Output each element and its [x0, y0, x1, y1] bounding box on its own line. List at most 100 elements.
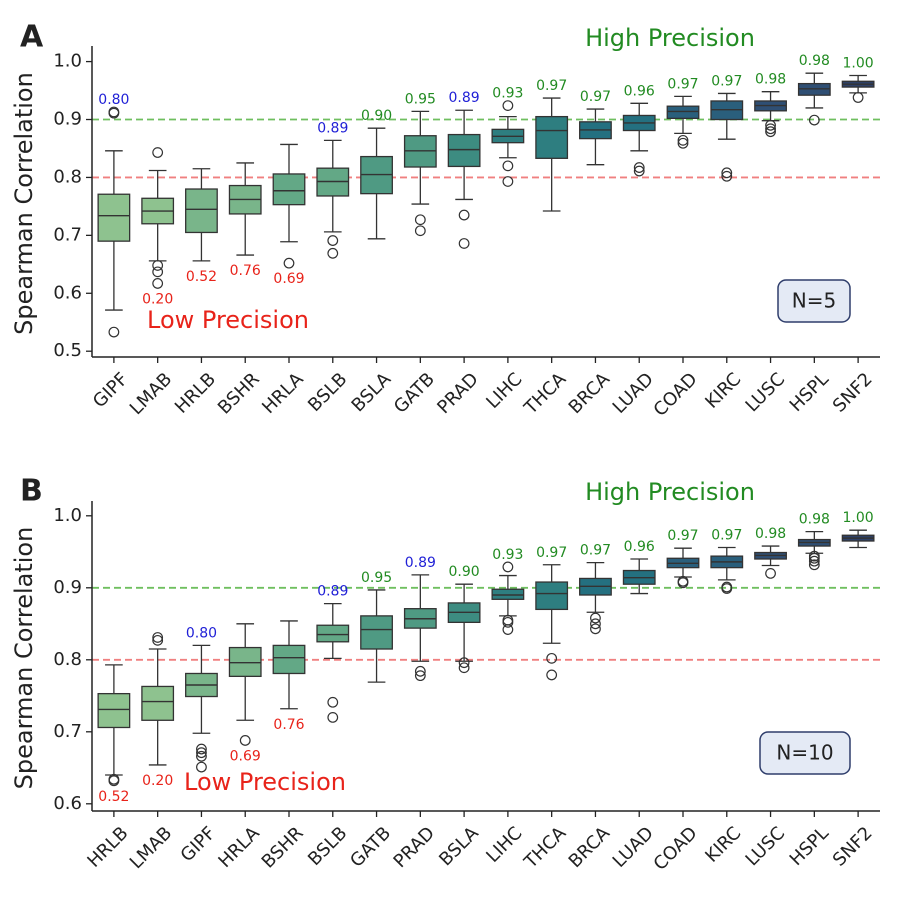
box-iqr: [447, 133, 481, 168]
x-tick-label: BSLA: [435, 822, 483, 870]
outlier-point: [152, 260, 164, 271]
outlier-point: [765, 568, 776, 579]
outlier-point: [414, 225, 426, 237]
outlier-point: [721, 581, 733, 593]
x-tick-label: HRLB: [83, 823, 132, 872]
box-iqr: [666, 105, 700, 120]
x-tick-label: LIHC: [482, 823, 526, 867]
outlier-point: [502, 614, 514, 626]
outlier-point: [196, 747, 207, 759]
x-tick-label: HRLB: [171, 369, 220, 418]
y-tick-label: 0.6: [53, 282, 82, 303]
outlier-point: [108, 773, 120, 785]
outlier-point: [458, 238, 470, 249]
box-thca: [535, 97, 569, 212]
box-bsla: [360, 127, 393, 240]
value-label: 0.20: [142, 773, 173, 789]
box-lihc: [491, 100, 525, 187]
outlier-point: [721, 170, 733, 182]
box-iqr: [360, 615, 393, 650]
outlier-point: [546, 669, 558, 681]
outlier-point: [808, 559, 820, 571]
x-tick-label: HRLA: [258, 368, 308, 418]
value-label: 1.00: [843, 55, 874, 71]
box-bsla: [447, 583, 481, 674]
box-iqr: [228, 646, 262, 678]
x-tick-label: SNF2: [829, 823, 877, 871]
value-label: 1.00: [843, 510, 874, 526]
value-label: 0.97: [667, 76, 698, 92]
outlier-point: [239, 735, 251, 746]
box-coad: [666, 95, 700, 149]
value-label: 0.93: [492, 547, 523, 563]
box-iqr: [272, 173, 306, 206]
outlier-point: [765, 123, 776, 135]
outlier-point: [327, 712, 339, 723]
outlier-point: [458, 657, 470, 669]
box-snf2: [841, 74, 875, 103]
box-hspl: [797, 72, 831, 126]
value-label: 0.52: [186, 269, 217, 285]
value-label: 0.69: [273, 271, 304, 287]
x-tick-label: LMAB: [126, 823, 176, 873]
outlier-point: [808, 114, 820, 126]
outlier-point: [502, 100, 514, 112]
value-label: 0.97: [580, 543, 611, 559]
x-tick-label: GATB: [346, 823, 395, 872]
value-label: 0.97: [711, 73, 742, 89]
x-tick-label: KIRC: [701, 823, 745, 867]
outlier-point: [414, 670, 426, 682]
value-label: 0.76: [230, 263, 261, 279]
box-hspl: [797, 530, 831, 571]
box-iqr: [97, 692, 131, 729]
panel-letter: B: [20, 474, 43, 509]
box-coad: [666, 547, 700, 589]
x-tick-label: BRCA: [565, 368, 615, 418]
box-thca: [535, 564, 569, 681]
low-precision-label: Low Precision: [147, 306, 309, 334]
outlier-point: [152, 266, 164, 278]
outlier-point: [152, 634, 164, 646]
x-tick-label: HSPL: [786, 823, 833, 870]
n-badge-label: N=10: [776, 741, 833, 765]
box-kirc: [710, 546, 744, 594]
outlier-point: [327, 247, 339, 259]
box-gatb: [403, 110, 437, 237]
y-tick-label: 0.8: [53, 166, 82, 187]
box-brca: [579, 108, 612, 166]
value-label: 0.90: [361, 108, 392, 124]
x-tick-label: COAD: [650, 823, 702, 875]
n-badge-box: [759, 731, 851, 775]
x-tick-label: BSHR: [258, 823, 308, 873]
outlier-point: [502, 561, 514, 573]
outlier-point: [590, 612, 601, 624]
box-lihc: [491, 561, 525, 635]
value-label: 0.97: [536, 78, 567, 94]
box-iqr: [141, 685, 175, 721]
box-iqr: [97, 193, 131, 242]
panel-letter: A: [20, 20, 44, 55]
outlier-point: [152, 278, 164, 289]
x-tick-label: HRLA: [214, 822, 264, 872]
outlier-point: [327, 696, 339, 708]
n-badge-box: [777, 279, 851, 323]
value-label: 0.95: [361, 570, 392, 586]
value-label: 0.20: [142, 291, 173, 307]
y-tick-label: 1.0: [53, 51, 82, 72]
value-label: 0.69: [230, 748, 261, 764]
box-prad: [403, 574, 437, 682]
box-lusc: [754, 545, 787, 579]
value-label: 0.90: [449, 564, 480, 580]
outlier-point: [808, 555, 820, 567]
box-snf2: [841, 529, 875, 549]
value-label: 0.89: [405, 555, 436, 571]
x-tick-label: HSPL: [786, 369, 833, 416]
y-axis-label: Spearman Correlation: [10, 72, 38, 335]
outlier-point: [327, 235, 339, 246]
outlier-point: [108, 326, 120, 338]
x-tick-label: GATB: [390, 369, 439, 418]
box-kirc: [710, 92, 744, 182]
outlier-point: [633, 165, 645, 177]
outlier-point: [108, 106, 120, 118]
